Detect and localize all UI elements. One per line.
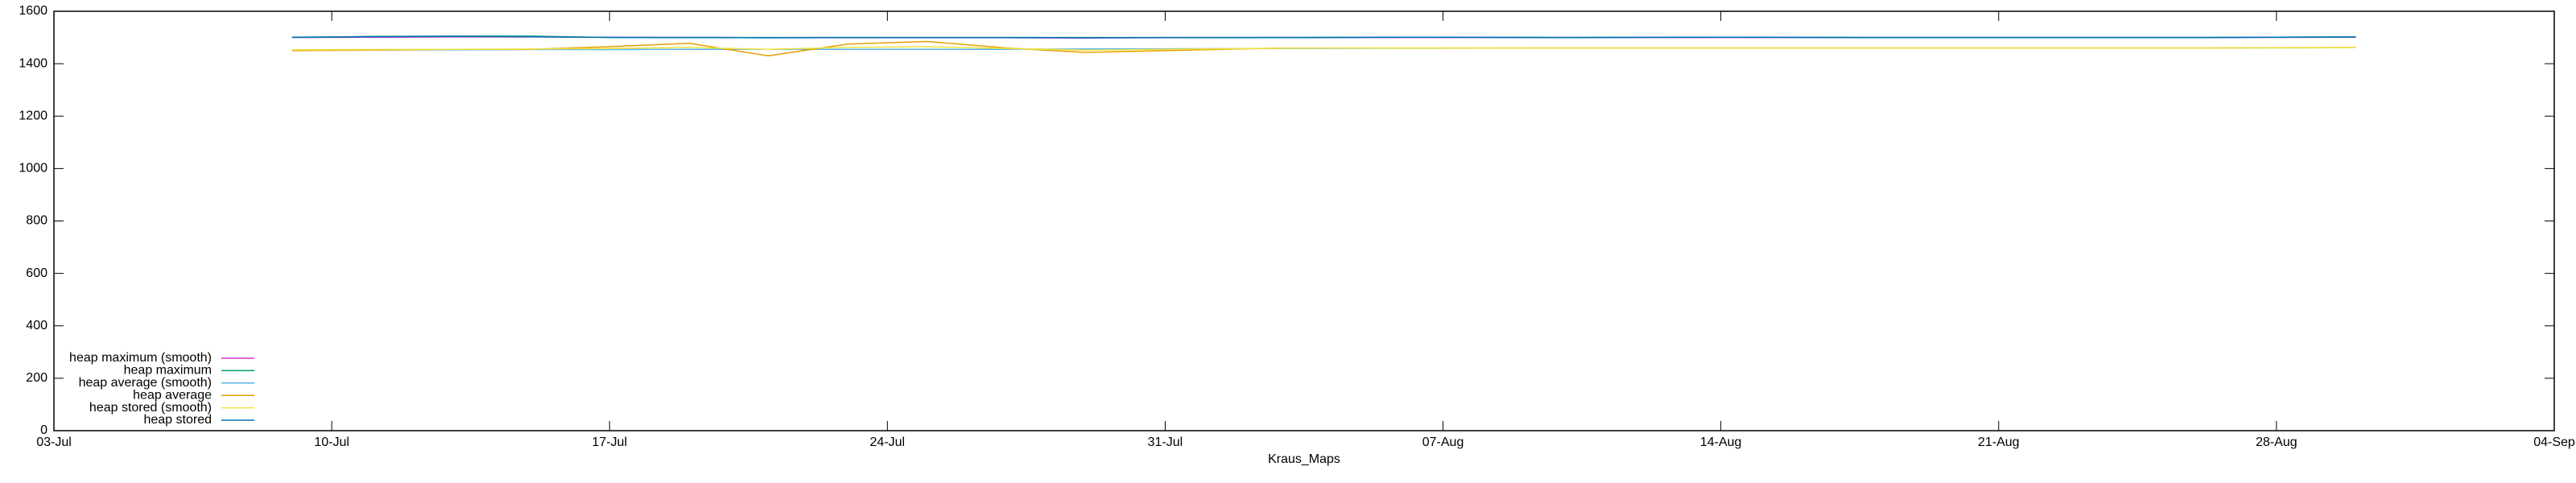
legend-label: heap average (smooth) [79,376,212,390]
x-tick-label: 04-Sep [2533,436,2575,449]
legend-label: heap stored (smooth) [89,401,212,415]
series-line [291,35,2356,39]
y-tick-label: 800 [26,214,47,228]
legend-label: heap stored [143,413,212,427]
x-tick-label: 03-Jul [36,436,72,449]
plot-frame [53,10,2555,431]
y-tick-label: 200 [26,371,47,385]
y-tick-label: 0 [40,423,47,437]
legend-label: heap maximum [124,364,212,378]
y-tick-label: 1600 [19,4,47,18]
x-tick-label: 21-Aug [1978,436,2020,449]
x-tick-label: 24-Jul [870,436,906,449]
y-tick-label: 400 [26,319,47,332]
series-line [291,46,2356,51]
x-tick-label: 28-Aug [2256,436,2297,449]
x-tick-label: 10-Jul [314,436,349,449]
x-tick-label: 07-Aug [1422,436,1464,449]
x-tick-label: 17-Jul [592,436,627,449]
y-tick-label: 600 [26,266,47,280]
x-axis-label: Kraus_Maps [1268,452,1340,466]
y-tick-label: 1200 [19,109,47,122]
legend-label: heap maximum (smooth) [69,351,212,365]
y-tick-label: 1000 [19,162,47,175]
x-tick-label: 31-Jul [1148,436,1183,449]
legend-label: heap average [133,388,212,402]
x-tick-label: 14-Aug [1700,436,1742,449]
y-tick-label: 1400 [19,56,47,70]
